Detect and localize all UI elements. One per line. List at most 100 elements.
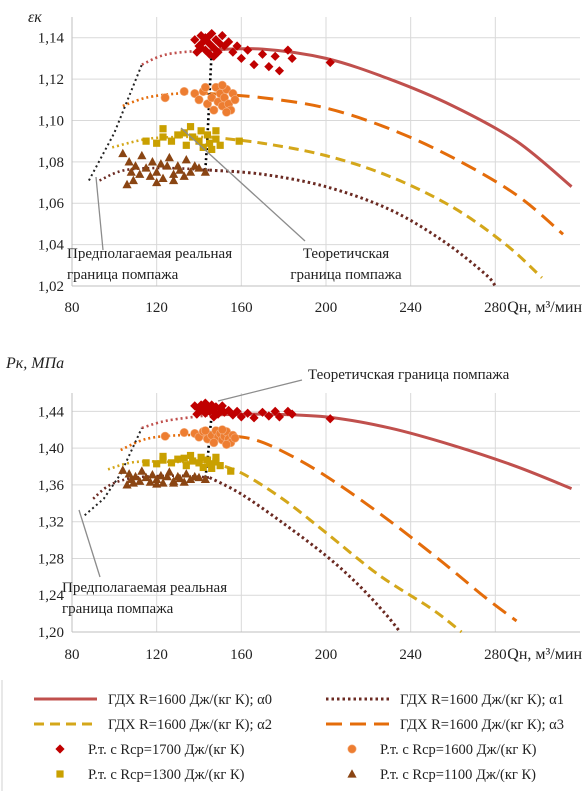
x-tick-label: 280	[484, 300, 507, 316]
point-rt1300	[195, 459, 203, 467]
point-rt1700	[249, 59, 259, 70]
annotation-text: граница помпажа	[290, 267, 402, 283]
y-tick-label: 1,14	[38, 31, 65, 47]
point-rt1700	[236, 412, 246, 422]
y-tick-label: 1,36	[38, 478, 65, 494]
point-rt1300	[216, 462, 224, 470]
y-tick-label: 1,12	[38, 72, 64, 88]
point-rt1700	[202, 401, 213, 411]
legend-label-a3: ГДХ R=1600 Дж/(кг К); α3	[400, 717, 564, 733]
y-tick-label: 1,20	[38, 625, 64, 641]
annotation-text: граница помпажа	[67, 267, 179, 283]
x-axis-label: Qн, м³/мин	[507, 299, 582, 316]
y-tick-label: 1,28	[38, 551, 64, 567]
real-surge-line	[88, 64, 143, 181]
point-rt1300	[227, 467, 235, 475]
y-axis-label: Pк, МПа	[5, 355, 64, 372]
point-rt1300	[195, 137, 203, 145]
point-rt1600	[200, 426, 210, 436]
y-tick-label: 1,24	[38, 588, 65, 604]
point-rt1300	[212, 458, 220, 466]
series-line-a2	[209, 135, 543, 279]
point-rt1300	[205, 139, 214, 147]
y-tick-label: 1,04	[38, 238, 65, 254]
legend-label-rt1600: Р.т. с Rср=1600 Дж/(кг К)	[380, 742, 537, 758]
point-rt1100	[156, 159, 166, 168]
point-rt1700	[264, 62, 274, 72]
point-rt1100	[130, 161, 141, 170]
point-rt1100	[137, 466, 147, 475]
x-axis-label: Qн, м³/мин	[507, 646, 582, 663]
point-rt1700	[274, 412, 285, 422]
point-rt1600	[230, 433, 240, 443]
point-rt1100	[124, 157, 134, 166]
x-tick-label: 160	[230, 300, 253, 316]
point-rt1300	[159, 456, 167, 464]
point-rt1700	[257, 407, 268, 417]
legend-marker-rt1300	[56, 770, 64, 778]
point-rt1100	[147, 157, 158, 166]
point-rt1100	[156, 470, 166, 480]
series-line-a0	[209, 412, 573, 490]
y-tick-label: 1,32	[38, 515, 64, 531]
point-rt1100	[118, 148, 128, 158]
x-tick-label: 120	[145, 647, 168, 663]
series-dotted-a3	[122, 91, 210, 108]
point-rt1100	[185, 167, 196, 176]
point-rt1700	[283, 406, 293, 416]
x-tick-label: 280	[484, 647, 507, 663]
point-rt1300	[199, 143, 207, 151]
point-rt1100	[152, 479, 162, 488]
point-rt1100	[141, 163, 151, 172]
point-rt1600	[217, 80, 227, 90]
annotation-leader	[78, 509, 101, 578]
point-rt1100	[169, 169, 179, 178]
y-tick-label: 1,40	[38, 441, 64, 457]
point-rt1100	[145, 477, 155, 486]
y-tick-label: 1,06	[38, 196, 65, 212]
x-tick-label: 80	[65, 647, 80, 663]
point-rt1100	[135, 169, 145, 178]
point-rt1300	[182, 462, 190, 470]
point-rt1700	[264, 411, 274, 421]
chart-panel-1: 1,02 1,04 1,06 1,08 1,10 1,12 1,14 80 120 160 200 2…	[28, 9, 582, 316]
point-rt1300	[159, 125, 167, 133]
point-rt1100	[145, 171, 155, 180]
point-rt1700	[200, 33, 210, 43]
point-rt1300	[180, 129, 188, 137]
point-rt1100	[185, 474, 196, 484]
legend-marker-rt1100	[347, 769, 357, 778]
point-rt1600	[217, 425, 227, 435]
point-rt1300	[186, 451, 195, 460]
point-rt1700	[232, 406, 242, 416]
point-rt1700	[190, 401, 200, 411]
point-rt1300	[197, 453, 205, 461]
point-rt1100	[164, 467, 174, 476]
point-rt1100	[128, 478, 138, 487]
point-rt1100	[181, 469, 191, 478]
point-rt1100	[175, 473, 185, 483]
series-dotted-a0	[141, 413, 210, 430]
legend: ГДХ R=1600 Дж/(кг К); α0 ГДХ R=1600 Дж/(к…	[1, 680, 564, 791]
point-rt1600	[209, 438, 219, 448]
point-rt1300	[159, 452, 167, 461]
point-rt1700	[243, 45, 253, 55]
annotation-leader	[180, 127, 306, 242]
point-rt1100	[141, 472, 151, 482]
point-rt1600	[219, 93, 229, 103]
x-tick-label: 120	[145, 300, 168, 316]
point-rt1600	[209, 105, 219, 115]
point-rt1700	[274, 66, 285, 76]
point-rt1700	[287, 409, 297, 419]
point-rt1600	[160, 93, 170, 103]
annotation-leader	[217, 379, 303, 402]
x-tick-label: 200	[315, 647, 338, 663]
point-rt1700	[211, 402, 221, 412]
annotation-text: Теоретичская граница помпажа	[308, 367, 510, 383]
series-line-a3	[209, 433, 518, 623]
point-rt1300	[142, 459, 150, 467]
series-dotted-a2	[107, 460, 210, 471]
point-rt1300	[174, 131, 182, 139]
point-rt1300	[159, 133, 167, 141]
